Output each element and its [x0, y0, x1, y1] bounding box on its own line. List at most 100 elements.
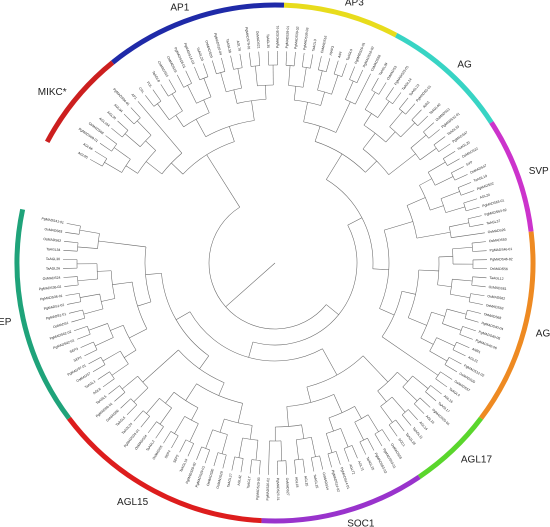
tree-branch	[430, 385, 442, 395]
tree-branch	[124, 133, 141, 147]
tree-branch	[71, 317, 85, 323]
leaf-label: TaAGL28	[405, 432, 417, 446]
clade-label-agl17: AGL17	[461, 454, 493, 465]
clade-label-agl12: AGL12	[536, 328, 550, 339]
tree-branch	[318, 56, 322, 70]
tree-branch	[293, 51, 296, 66]
leaf-label: AGL72	[348, 464, 355, 475]
tree-branch	[364, 92, 376, 110]
leaf-label: SOC1	[397, 437, 406, 447]
tree-branch	[84, 349, 98, 357]
tree-branch	[212, 429, 228, 435]
tree-branch	[63, 250, 78, 252]
tree-branch	[211, 60, 217, 74]
clade-label-soc1: SOC1	[347, 519, 375, 527]
tree-branch	[97, 371, 110, 380]
leaf-label: PgMADS22	[476, 181, 494, 191]
tree-branch	[320, 91, 325, 106]
leaf-label: PgMADS39-03	[302, 27, 309, 50]
leaf-label: OsMADS61	[488, 285, 506, 291]
tree-branch	[108, 385, 120, 395]
clade-label-ag: AG	[457, 59, 472, 70]
tree-branch	[354, 422, 364, 441]
tree-branch	[433, 144, 439, 152]
tree-branch	[354, 406, 362, 419]
tree-branch	[171, 93, 183, 112]
tree-branch	[442, 308, 448, 324]
tree-branch	[230, 55, 234, 70]
tree-branch	[419, 397, 431, 408]
leaf-label: PgMADS46-02	[490, 257, 513, 261]
tree-branch	[365, 160, 377, 173]
tree-branch	[388, 153, 416, 175]
tree-branch	[176, 74, 184, 88]
clade-label-agl15: AGL15	[117, 497, 149, 508]
leaf-label: OsMADS16	[320, 35, 328, 53]
leaf-label: AGL19	[425, 414, 435, 424]
leaf-label: TaAGL3	[311, 39, 317, 52]
leaf-label: AtAP3	[329, 45, 335, 55]
leaf-label: OsMADS5	[152, 445, 164, 461]
tree-branch	[467, 309, 481, 314]
tree-branch	[465, 318, 479, 323]
tree-branch	[208, 206, 327, 330]
tree-branch	[288, 65, 291, 86]
tree-branch	[433, 136, 446, 146]
tree-branch	[326, 304, 339, 315]
tree-branch	[364, 109, 378, 118]
leaf-label: AGL21	[467, 355, 478, 363]
tree-branch	[335, 101, 351, 133]
tree-branch	[88, 357, 102, 365]
leaf-label: PgMADS20-02	[266, 478, 271, 501]
leaf-label: TaAGL15	[313, 474, 320, 489]
tree-branch	[425, 391, 437, 402]
tree-branch	[450, 293, 470, 299]
leaf-label: OsMADS18	[166, 55, 178, 73]
tree-branch	[236, 98, 267, 104]
leaf-label: OsMADS26	[488, 228, 506, 235]
tree-branch	[170, 431, 179, 436]
tree-branch	[179, 439, 187, 453]
clade-arcs	[14, 2, 536, 524]
leaf-label: PgMADS46-01	[490, 247, 513, 252]
tree-branch	[145, 272, 162, 275]
leaf-label: TaAGL25	[365, 456, 375, 471]
tree-branch	[401, 290, 416, 295]
tree-branch	[317, 70, 323, 91]
tree-branch	[238, 437, 243, 458]
leaf-label: ANR1	[471, 347, 481, 354]
tree-branch	[175, 311, 191, 320]
tree-branches	[63, 51, 487, 475]
clade-arc-svp	[489, 121, 534, 232]
tree-branch	[345, 99, 356, 105]
tree-branch	[142, 410, 150, 417]
tree-branch	[189, 311, 323, 362]
leaf-label: TaAGL12	[489, 276, 503, 281]
leaf-label: AtPI	[337, 51, 343, 58]
tree-branch	[462, 326, 476, 332]
tree-branch	[77, 242, 79, 252]
tree-branch	[240, 458, 244, 473]
tree-branch	[440, 371, 453, 380]
tree-branch	[259, 460, 261, 475]
tree-branch	[196, 446, 202, 461]
leaf-label: AGL16	[443, 394, 454, 404]
tree-branch	[185, 383, 197, 401]
tree-branch	[401, 414, 412, 426]
leaf-label: OsMADS7	[76, 371, 92, 383]
tree-branch	[231, 456, 235, 471]
tree-branch	[349, 66, 355, 80]
tree-branch	[444, 364, 458, 373]
tree-branch	[359, 437, 368, 443]
tree-branch	[89, 159, 103, 167]
clade-arc-sep	[14, 208, 71, 420]
tree-branch	[344, 445, 353, 449]
tree-branch	[400, 122, 415, 138]
tree-branch	[446, 308, 467, 315]
tree-branch	[343, 448, 350, 462]
leaf-label: AGL79	[236, 40, 242, 51]
tree-branch	[93, 341, 98, 350]
tree-branch	[191, 407, 199, 421]
tree-branch	[428, 129, 440, 139]
tree-branch	[77, 276, 79, 286]
